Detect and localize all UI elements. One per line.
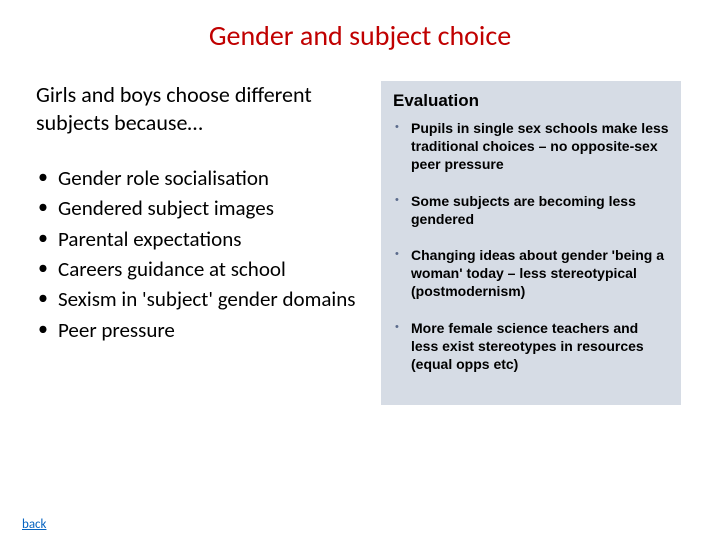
reasons-list: Gender role socialisation Gendered subje… (36, 164, 369, 344)
list-item: Pupils in single sex schools make less t… (411, 119, 669, 174)
list-item: Careers guidance at school (58, 255, 369, 283)
list-item: Gendered subject images (58, 194, 369, 222)
list-item: Peer pressure (58, 316, 369, 344)
list-item: Parental expectations (58, 225, 369, 253)
list-item: More female science teachers and less ex… (411, 319, 669, 374)
evaluation-heading: Evaluation (393, 91, 669, 111)
list-item: Some subjects are becoming less gendered (411, 192, 669, 228)
list-item: Gender role socialisation (58, 164, 369, 192)
list-item: Sexism in 'subject' gender domains (58, 285, 369, 313)
evaluation-panel: Evaluation Pupils in single sex schools … (381, 81, 681, 405)
subheading: Girls and boys choose different subjects… (36, 81, 369, 136)
left-column: Girls and boys choose different subjects… (36, 81, 381, 405)
evaluation-list: Pupils in single sex schools make less t… (393, 119, 669, 373)
back-link[interactable]: back (22, 517, 46, 532)
page-title: Gender and subject choice (0, 18, 720, 53)
list-item: Changing ideas about gender 'being a wom… (411, 246, 669, 301)
content-area: Girls and boys choose different subjects… (0, 81, 720, 405)
